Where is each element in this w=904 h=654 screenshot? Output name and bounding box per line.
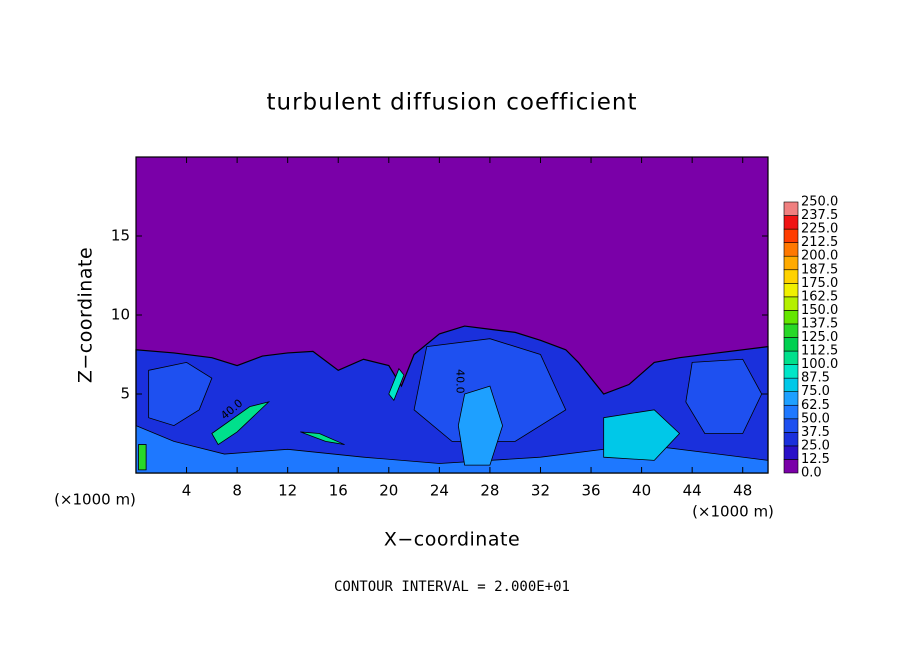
colorbar-label: 150.0: [801, 303, 838, 318]
colorbar-swatch: [783, 296, 799, 311]
y-axis-label: Z−coordinate: [75, 247, 97, 383]
colorbar-label: 237.5: [801, 208, 838, 223]
x-tick-label: 20: [379, 482, 398, 500]
annotation: CONTOUR INTERVAL = 2.000E+01: [334, 579, 570, 595]
x-tick-label: 16: [329, 482, 348, 500]
y-tick-label: 15: [111, 227, 130, 245]
x-tick-label: 12: [278, 482, 297, 500]
colorbar-swatch: [783, 364, 799, 379]
colorbar-label: 75.0: [801, 384, 830, 399]
colorbar-swatch: [783, 228, 799, 243]
x-tick-label: 4: [182, 482, 192, 500]
colorbar-swatch: [783, 215, 799, 230]
x-axis-label: X−coordinate: [384, 529, 520, 551]
colorbar-swatch: [783, 445, 799, 460]
x-tick-label: 36: [581, 482, 600, 500]
colorbar-label: 62.5: [801, 398, 830, 413]
colorbar-swatch: [783, 201, 799, 216]
colorbar-label: 175.0: [801, 276, 838, 291]
colorbar-label: 225.0: [801, 222, 838, 237]
chart-title: turbulent diffusion coefficient: [266, 90, 637, 116]
x-tick-label: 48: [733, 482, 752, 500]
x-unit-label: (×1000 m): [692, 503, 774, 521]
colorbar-label: 200.0: [801, 249, 838, 264]
colorbar-swatch: [783, 350, 799, 365]
colorbar-label: 100.0: [801, 357, 838, 372]
colorbar-swatch: [783, 418, 799, 433]
colorbar-label: 250.0: [801, 195, 838, 210]
colorbar-swatch: [783, 269, 799, 284]
colorbar-swatch: [783, 432, 799, 447]
colorbar-label: 0.0: [801, 466, 822, 481]
field-region: [148, 361, 213, 427]
field-region: [300, 431, 345, 445]
x-tick-label: 24: [430, 482, 449, 500]
colorbar-label: 137.5: [801, 316, 838, 331]
colorbar-label: 25.0: [801, 438, 830, 453]
colorbar-swatch: [783, 282, 799, 298]
colorbar-label: 112.5: [801, 344, 838, 359]
field-region: [211, 401, 271, 446]
colorbar-label: 187.5: [801, 262, 838, 277]
colorbar-label: 212.5: [801, 235, 838, 250]
x-tick-label: 28: [480, 482, 499, 500]
colorbar-swatch: [783, 377, 799, 392]
x-unit-label: (×1000 m): [54, 491, 136, 509]
colorbar-swatch: [783, 242, 799, 257]
x-tick-label: 8: [232, 482, 242, 500]
colorbar-label: 37.5: [801, 425, 830, 440]
colorbar-swatch: [783, 323, 799, 338]
field-region: [388, 367, 405, 402]
field-region: [685, 358, 763, 434]
y-tick-label: 10: [111, 306, 130, 324]
colorbar-label: 162.5: [801, 289, 838, 304]
field-region: [457, 385, 503, 466]
colorbar-label: 12.5: [801, 452, 830, 467]
colorbar-label: 50.0: [801, 411, 830, 426]
x-tick-label: 44: [683, 482, 702, 500]
x-tick-label: 32: [531, 482, 550, 500]
colorbar-swatch: [783, 337, 799, 352]
colorbar-label: 87.5: [801, 371, 830, 386]
x-tick-label: 40: [632, 482, 651, 500]
contour-label: 40.0: [454, 369, 467, 394]
colorbar-swatch: [783, 310, 799, 325]
y-tick-label: 5: [120, 385, 130, 403]
colorbar-label: 125.0: [801, 330, 838, 345]
colorbar-swatch: [783, 404, 799, 420]
colorbar-swatch: [783, 391, 799, 406]
colorbar-swatch: [783, 459, 799, 474]
field-region: [603, 409, 681, 461]
colorbar-swatch: [783, 255, 799, 271]
field-region: [138, 444, 147, 471]
